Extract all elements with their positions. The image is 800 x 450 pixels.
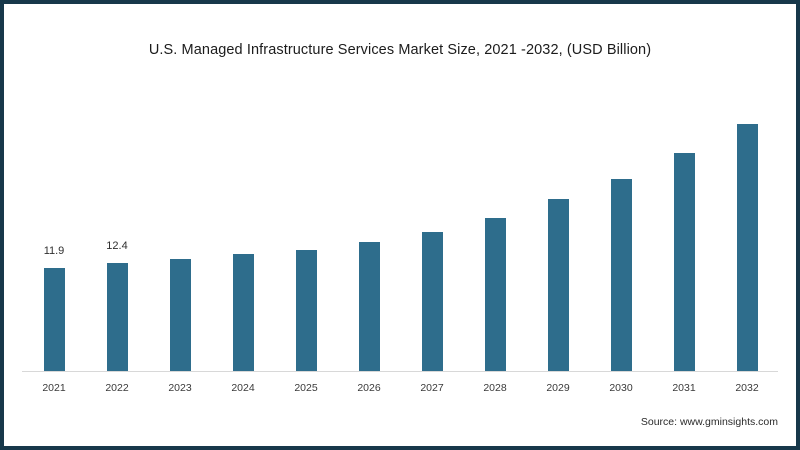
x-tick-label-2021: 2021 (42, 382, 66, 394)
x-tick-label-2030: 2030 (609, 382, 633, 394)
source-note: Source: www.gminsights.com (640, 416, 778, 428)
x-tick-label-2031: 2031 (672, 382, 696, 394)
x-tick-label-2025: 2025 (294, 382, 318, 394)
bar-2021 (43, 267, 65, 371)
bar-2030 (610, 179, 632, 371)
bar-value-label-2022: 12.4 (106, 240, 128, 253)
bar-2028 (484, 218, 506, 371)
x-tick-label-2026: 2026 (357, 382, 381, 394)
bar-2024 (232, 253, 254, 371)
bar-2032 (736, 123, 758, 371)
bar-2025 (295, 249, 317, 371)
bar-2023 (169, 259, 191, 371)
x-tick-label-2023: 2023 (168, 382, 192, 394)
bar-2022 (106, 263, 128, 371)
x-tick-label-2027: 2027 (420, 382, 444, 394)
bar-2031 (673, 152, 695, 371)
x-axis-line (22, 371, 778, 372)
bar-value-label-2021: 11.9 (43, 244, 65, 257)
x-tick-label-2024: 2024 (231, 382, 255, 394)
x-tick-label-2022: 2022 (105, 382, 129, 394)
bar-2027 (421, 232, 443, 371)
x-tick-label-2029: 2029 (546, 382, 570, 394)
bar-2026 (358, 241, 380, 371)
plot-area: 11.9 2021 12.4 2022 2023 2024 2025 2026 2027 2028… (4, 4, 796, 446)
x-tick-label-2032: 2032 (735, 382, 759, 394)
chart-title: U.S. Managed Infrastructure Services Mar… (148, 42, 652, 58)
bar-2029 (547, 199, 569, 371)
x-tick-label-2028: 2028 (483, 382, 507, 394)
